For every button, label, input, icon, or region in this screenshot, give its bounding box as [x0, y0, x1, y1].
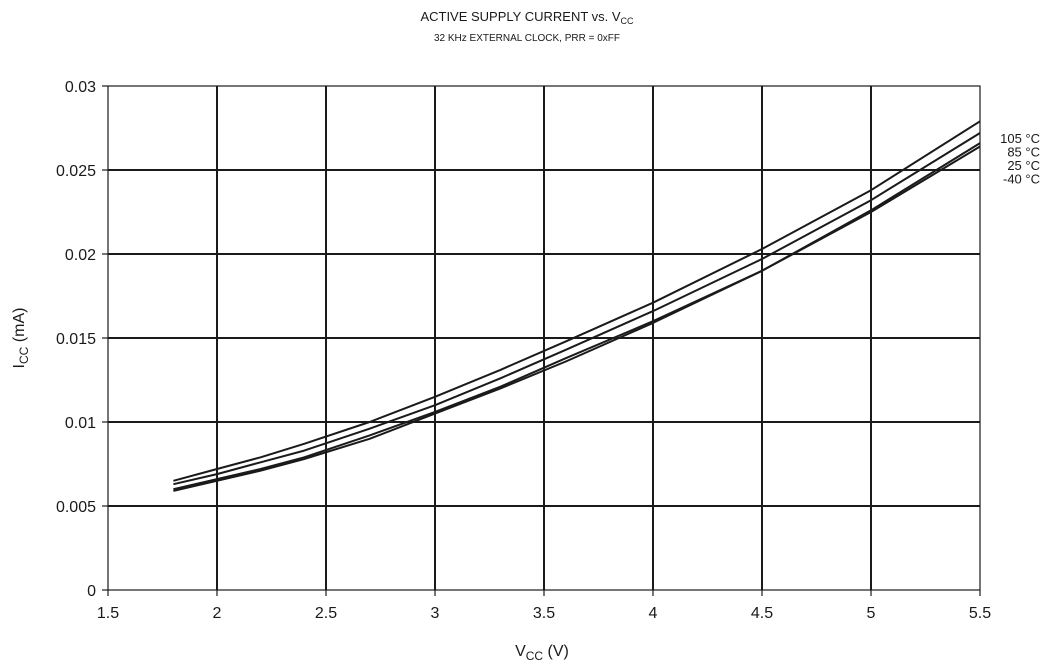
legend-entry: -40 °C [1003, 172, 1040, 187]
y-tick-label: 0.015 [56, 331, 96, 348]
x-tick-label: 4.5 [751, 605, 773, 622]
y-tick-label: 0.025 [56, 163, 96, 180]
legend: 105 °C85 °C25 °C-40 °C [1000, 131, 1040, 187]
x-tick-label: 5.5 [969, 605, 991, 622]
legend-entry: 85 °C [1007, 145, 1040, 160]
x-tick-labels: 1.5 2 2.5 3 3.5 4 4.5 5 5.5 [97, 605, 991, 622]
y-tick-label: 0.01 [65, 415, 96, 432]
gridlines [102, 85, 981, 596]
y-tick-label: 0.005 [56, 499, 96, 516]
x-tick-label: 3 [431, 605, 440, 622]
x-tick-label: 2 [213, 605, 222, 622]
series-line [173, 142, 981, 491]
x-axis-label: VCC (V) [515, 643, 569, 663]
chart-subtitle: 32 KHz EXTERNAL CLOCK, PRR = 0xFF [434, 33, 620, 44]
legend-entry: 105 °C [1000, 131, 1040, 146]
series-line [173, 145, 981, 492]
plot-frame [107, 85, 981, 591]
series-line [173, 132, 981, 486]
series-lines [173, 120, 981, 492]
x-tick-label: 1.5 [97, 605, 119, 622]
legend-entry: 25 °C [1007, 158, 1040, 173]
x-tick-label: 3.5 [533, 605, 555, 622]
y-tick-label: 0.03 [65, 79, 96, 96]
y-tick-label: 0.02 [65, 247, 96, 264]
x-tick-label: 5 [867, 605, 876, 622]
series-line [173, 120, 981, 482]
y-tick-label: 0 [87, 583, 96, 600]
x-tick-label: 4 [649, 605, 658, 622]
y-axis-label: ICC (mA) [11, 308, 31, 369]
x-tick-label: 2.5 [315, 605, 337, 622]
chart-title: ACTIVE SUPPLY CURRENT vs. VCC [420, 9, 634, 26]
y-tick-labels: 0 0.005 0.01 0.015 0.02 0.025 0.03 [56, 79, 96, 600]
